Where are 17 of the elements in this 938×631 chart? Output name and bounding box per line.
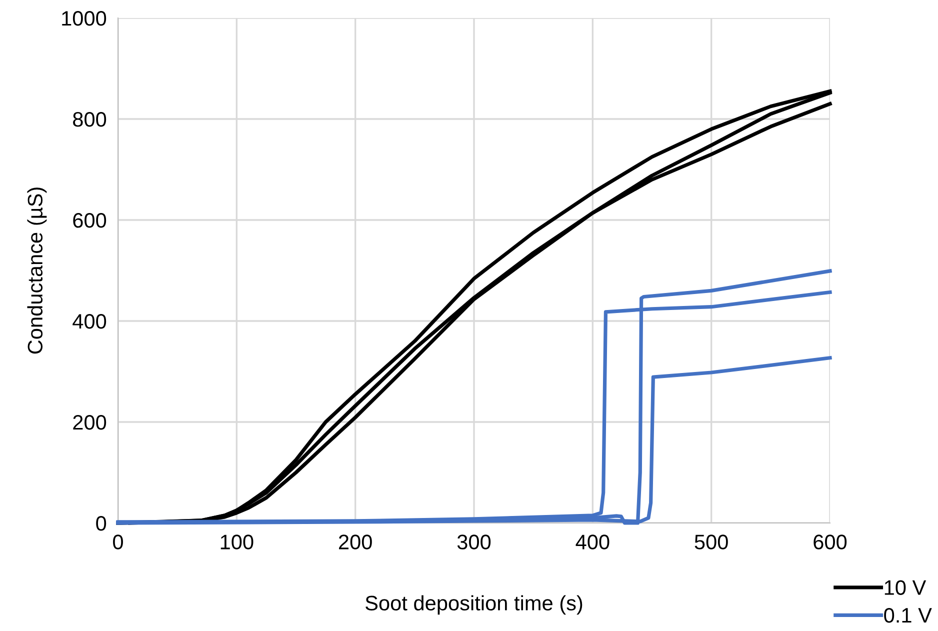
- x-tick-label: 500: [694, 534, 728, 550]
- x-axis-title: Soot deposition time (s): [366, 595, 582, 615]
- x-tick-label: 100: [220, 534, 254, 550]
- x-tick-label: 400: [576, 534, 610, 550]
- x-tick-label: 600: [814, 534, 847, 550]
- y-tick-label: 0: [96, 516, 106, 531]
- x-tick-label: 0: [113, 534, 123, 550]
- y-tick-label: 200: [73, 415, 106, 430]
- x-tick-label: 300: [457, 534, 491, 550]
- y-axis-title: Conductance (µS): [27, 188, 47, 354]
- x-tick-label: 200: [339, 534, 372, 550]
- y-tick-label: 1000: [62, 11, 106, 26]
- y-tick-label: 800: [73, 112, 106, 127]
- legend-label: 0.1 V: [884, 608, 932, 623]
- legend-label: 10 V: [884, 580, 926, 595]
- y-tick-label: 600: [73, 213, 106, 228]
- y-tick-label: 400: [72, 314, 106, 329]
